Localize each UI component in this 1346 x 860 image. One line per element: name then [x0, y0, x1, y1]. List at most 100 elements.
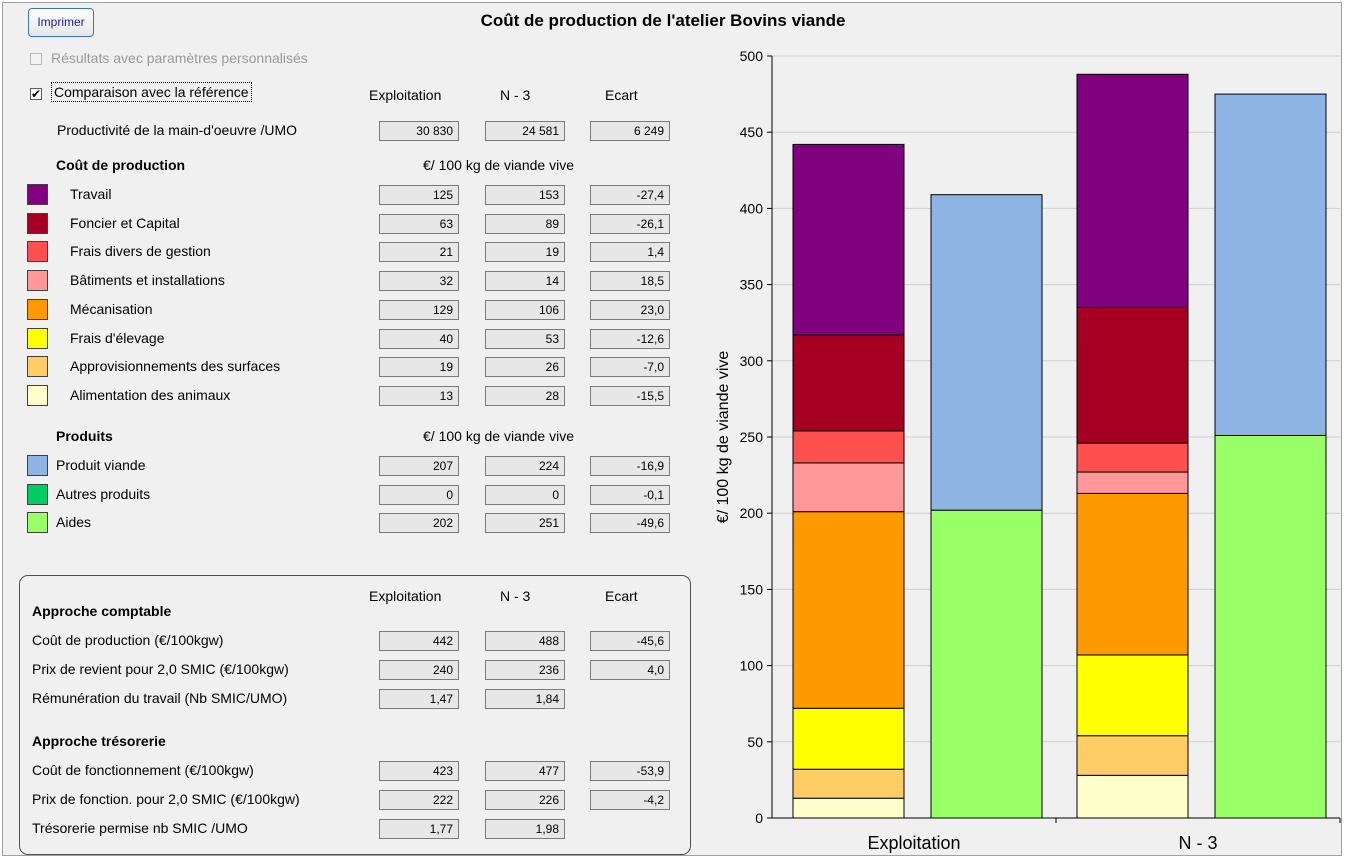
ref-value: 28	[485, 385, 565, 406]
y-tick-label: 0	[755, 810, 763, 826]
y-tick-label: 100	[740, 658, 764, 674]
ref-value: 488	[485, 631, 565, 651]
row-label: Prix de fonction. pour 2,0 SMIC (€/100kg…	[32, 791, 300, 807]
exploitation-value: 21	[379, 242, 459, 263]
approche-column-header-ecart: Ecart	[605, 588, 638, 604]
row-label: Mécanisation	[70, 300, 153, 317]
cost-bar-segment	[792, 334, 905, 432]
personalized-params-checkbox[interactable]	[30, 53, 42, 65]
row-label: Approvisionnements des surfaces	[70, 358, 281, 375]
exploitation-value: 32	[379, 271, 459, 292]
productivity-label: Productivité de la main-d'oeuvre /UMO	[57, 122, 297, 138]
row-label: Trésorerie permise nb SMIC /UMO	[32, 820, 248, 836]
ecart-value: -49,6	[590, 513, 670, 534]
ecart-value: -12,6	[590, 328, 670, 349]
product-bar-segment	[1214, 434, 1327, 819]
color-swatch	[27, 384, 48, 406]
ecart-value: -15,5	[590, 385, 670, 406]
color-swatch	[27, 241, 48, 263]
y-tick-label: 450	[740, 124, 764, 140]
exploitation-value: 442	[379, 631, 459, 651]
y-tick-label: 400	[740, 200, 764, 216]
row-label: Rémunération du travail (Nb SMIC/UMO)	[32, 690, 288, 706]
cost-bar-segment	[1076, 774, 1189, 819]
row-label: Coût de production (€/100kgw)	[32, 632, 224, 648]
ref-value: 106	[485, 299, 565, 320]
color-swatch	[27, 356, 48, 378]
cost-bar-segment	[792, 768, 905, 799]
ref-value: 224	[485, 456, 565, 476]
product-bar-segment	[930, 509, 1043, 819]
ecart-value: -7,0	[590, 357, 670, 378]
color-swatch	[27, 512, 48, 534]
cost-bar-segment	[792, 462, 905, 513]
cost-bar-segment	[1076, 735, 1189, 776]
column-header-ref: N - 3	[500, 87, 531, 103]
row-label: Prix de revient pour 2,0 SMIC (€/100kgw)	[32, 661, 289, 677]
row-label: Aides	[56, 514, 92, 531]
row-label: Frais d'élevage	[70, 329, 165, 346]
productivity-exploitation-value: 30 830	[379, 121, 459, 141]
ref-value: 1,84	[485, 689, 565, 709]
exploitation-value: 0	[379, 484, 459, 505]
ecart-value: -53,9	[590, 761, 670, 781]
color-swatch	[27, 184, 48, 205]
personalized-params-label: Résultats avec paramètres personnalisés	[51, 50, 308, 66]
y-tick-label: 300	[740, 353, 764, 369]
color-swatch	[27, 327, 48, 349]
row-label: Travail	[70, 186, 112, 202]
exploitation-value: 207	[379, 456, 459, 476]
exploitation-value: 40	[379, 328, 459, 349]
cost-bar-segment	[1076, 442, 1189, 473]
cost-bar-segment	[792, 511, 905, 709]
costs-unit: €/ 100 kg de viande vive	[423, 157, 574, 173]
exploitation-value: 19	[379, 357, 459, 378]
color-swatch	[27, 212, 48, 234]
comparison-checkbox[interactable]: ✔	[30, 88, 42, 100]
ecart-value: 23,0	[590, 299, 670, 320]
x-category-label: N - 3	[1178, 833, 1217, 853]
approche-column-header-ref: N - 3	[500, 588, 531, 604]
print-button[interactable]: Imprimer	[28, 8, 94, 37]
exploitation-value: 1,77	[379, 819, 459, 839]
ecart-value: 1,4	[590, 242, 670, 263]
exploitation-value: 63	[379, 213, 459, 234]
approche-tresorerie-heading: Approche trésorerie	[32, 733, 166, 749]
y-tick-label: 500	[740, 48, 764, 64]
approche-column-header-exploitation: Exploitation	[369, 588, 442, 604]
y-tick-label: 350	[740, 277, 764, 293]
products-unit: €/ 100 kg de viande vive	[423, 428, 574, 444]
ref-value: 89	[485, 213, 565, 234]
ref-value: 477	[485, 761, 565, 781]
y-tick-label: 250	[740, 429, 764, 445]
ecart-value: -16,9	[590, 456, 670, 476]
exploitation-value: 202	[379, 513, 459, 534]
productivity-ref-value: 24 581	[485, 121, 565, 141]
cost-bar-segment	[792, 707, 905, 770]
column-header-ecart: Ecart	[605, 87, 638, 103]
ref-value: 1,98	[485, 819, 565, 839]
row-label: Frais divers de gestion	[70, 243, 211, 260]
cost-bar-segment	[1076, 471, 1189, 494]
exploitation-value: 240	[379, 660, 459, 680]
exploitation-value: 13	[379, 385, 459, 406]
color-swatch	[27, 455, 48, 476]
ecart-value: -27,4	[590, 185, 670, 205]
ref-value: 14	[485, 271, 565, 292]
ecart-value: -4,2	[590, 790, 670, 810]
cost-bar-segment	[1076, 306, 1189, 444]
checkmark-icon: ✔	[31, 87, 42, 101]
product-bar-segment	[1214, 93, 1327, 436]
exploitation-value: 125	[379, 185, 459, 205]
ref-value: 53	[485, 328, 565, 349]
color-swatch	[27, 298, 48, 320]
approche-panel	[19, 575, 691, 855]
cost-bar-segment	[1076, 654, 1189, 737]
row-label: Autres produits	[56, 485, 151, 502]
productivity-ecart-value: 6 249	[590, 121, 670, 141]
ecart-value: 4,0	[590, 660, 670, 680]
comparison-label[interactable]: Comparaison avec la référence	[51, 82, 252, 102]
ecart-value: 18,5	[590, 271, 670, 292]
row-label: Coût de fonctionnement (€/100kgw)	[32, 762, 254, 778]
